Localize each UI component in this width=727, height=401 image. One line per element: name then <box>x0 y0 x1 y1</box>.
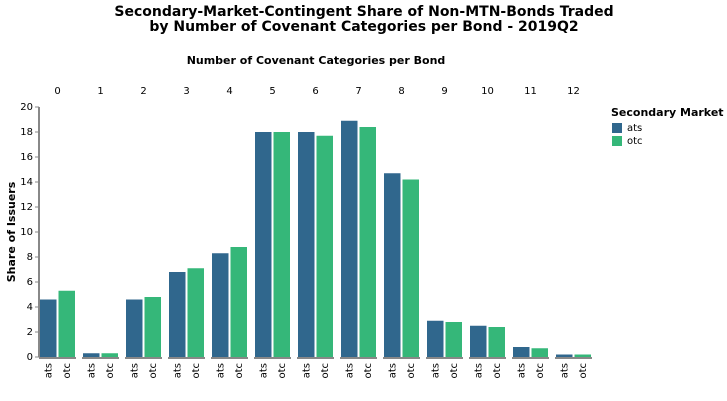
bar <box>470 325 487 357</box>
bar <box>531 348 548 357</box>
bar <box>83 353 100 357</box>
bar <box>212 253 229 357</box>
bar <box>101 353 118 357</box>
facet-label: 5 <box>269 86 275 97</box>
x-tick-label: otc <box>363 363 374 379</box>
x-tick-label: ats <box>86 363 97 378</box>
chart-title: Secondary-Market-Contingent Share of Non… <box>114 4 613 20</box>
facet-label: 8 <box>398 86 404 97</box>
facet-label: 0 <box>54 86 60 97</box>
bar <box>144 297 161 357</box>
column-title: Number of Covenant Categories per Bond <box>187 54 446 67</box>
y-tick-label: 18 <box>20 127 33 138</box>
facet-label: 6 <box>312 86 318 97</box>
x-tick-label: ats <box>559 363 570 378</box>
legend-swatch <box>612 136 622 146</box>
bar <box>427 320 444 357</box>
chart-title: by Number of Covenant Categories per Bon… <box>149 19 578 35</box>
x-tick-label: ats <box>43 363 54 378</box>
y-tick-label: 10 <box>20 227 33 238</box>
bar <box>169 272 186 357</box>
x-tick-label: otc <box>492 363 503 379</box>
bar <box>187 268 204 357</box>
bar <box>574 354 591 357</box>
bar <box>273 132 290 357</box>
y-tick-label: 2 <box>27 327 33 338</box>
bar <box>316 135 333 357</box>
facet-label: 1 <box>97 86 103 97</box>
facet-label: 3 <box>183 86 189 97</box>
facet-label: 4 <box>226 86 232 97</box>
x-tick-label: otc <box>234 363 245 379</box>
bar <box>126 299 143 357</box>
x-tick-label: otc <box>406 363 417 379</box>
facet-label: 12 <box>567 86 580 97</box>
y-tick-label: 12 <box>20 202 33 213</box>
facet-label: 10 <box>481 86 494 97</box>
x-tick-label: ats <box>215 363 226 378</box>
x-tick-label: ats <box>129 363 140 378</box>
x-tick-label: otc <box>578 363 589 379</box>
y-tick-label: 6 <box>27 277 33 288</box>
bar <box>255 132 272 357</box>
bar <box>359 127 376 357</box>
bar <box>384 173 401 357</box>
bar <box>298 132 315 357</box>
facet-label: 11 <box>524 86 537 97</box>
legend-label: otc <box>627 136 643 147</box>
x-tick-label: ats <box>473 363 484 378</box>
bar <box>488 327 505 357</box>
x-tick-label: otc <box>191 363 202 379</box>
y-tick-label: 0 <box>27 352 33 363</box>
y-tick-label: 16 <box>20 152 33 163</box>
x-tick-label: otc <box>277 363 288 379</box>
x-tick-label: otc <box>105 363 116 379</box>
y-tick-label: 14 <box>20 177 33 188</box>
y-tick-label: 8 <box>27 252 33 263</box>
x-tick-label: ats <box>430 363 441 378</box>
y-tick-label: 20 <box>20 102 33 113</box>
x-tick-label: ats <box>172 363 183 378</box>
legend-title: Secondary Market <box>611 106 724 119</box>
bar <box>40 299 57 357</box>
bar <box>513 347 530 357</box>
x-tick-label: otc <box>62 363 73 379</box>
bar <box>341 120 358 357</box>
x-tick-label: ats <box>258 363 269 378</box>
x-tick-label: ats <box>301 363 312 378</box>
bar <box>556 354 573 357</box>
x-tick-label: ats <box>387 363 398 378</box>
legend-label: ats <box>627 123 642 134</box>
x-tick-label: ats <box>516 363 527 378</box>
facet-label: 2 <box>140 86 146 97</box>
x-tick-label: otc <box>535 363 546 379</box>
bar <box>402 179 419 357</box>
y-axis-label: Share of Issuers <box>5 181 18 282</box>
facet-label: 9 <box>441 86 447 97</box>
y-tick-label: 4 <box>27 302 33 313</box>
bar <box>58 290 75 357</box>
facet-label: 7 <box>355 86 361 97</box>
x-tick-label: otc <box>320 363 331 379</box>
bar <box>445 322 462 357</box>
bar <box>230 247 247 357</box>
legend-swatch <box>612 123 622 133</box>
x-tick-label: ats <box>344 363 355 378</box>
x-tick-label: otc <box>148 363 159 379</box>
x-tick-label: otc <box>449 363 460 379</box>
